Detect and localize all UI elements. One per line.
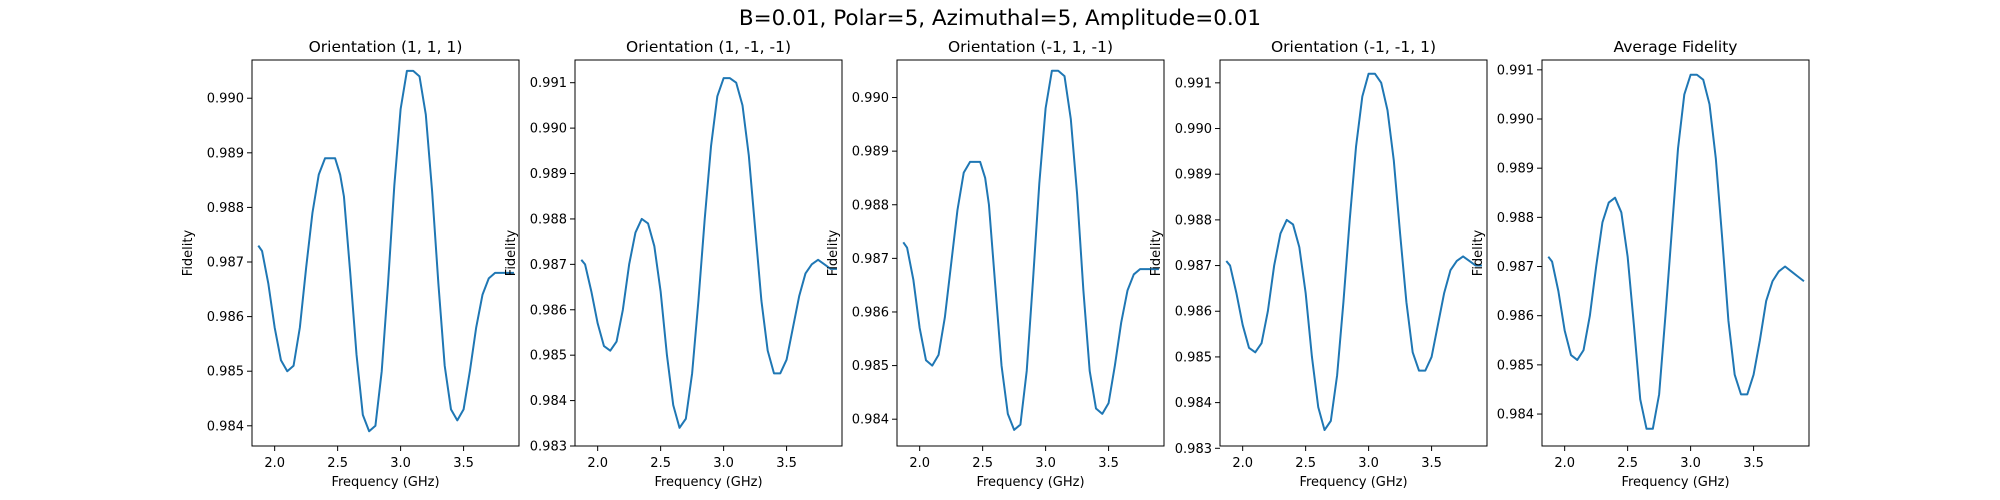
y-tick-label: 0.990 [1175,122,1212,137]
axes-frame [896,59,1165,447]
x-tick-label: 2.0 [909,456,930,471]
y-tick-label: 0.988 [1175,213,1212,228]
x-tick-label: 2.0 [264,456,285,471]
y-tick-label: 0.986 [207,310,244,325]
y-tick-label: 0.985 [1497,358,1534,373]
x-tick-label: 2.0 [1232,456,1253,471]
y-tick-label: 0.985 [852,359,889,374]
x-tick-label: 3.0 [1358,456,1379,471]
x-axis-label: Frequency (GHz) [331,475,439,490]
y-tick-label: 0.986 [1175,305,1212,320]
x-tick-label: 3.5 [776,456,797,471]
y-tick-label: 0.983 [530,440,567,455]
y-tick-label: 0.989 [207,146,244,161]
x-tick-label: 3.5 [453,456,474,471]
x-tick-label: 3.5 [1098,456,1119,471]
axes-frame [251,59,520,447]
y-tick-label: 0.986 [852,305,889,320]
y-tick-label: 0.990 [1497,113,1534,128]
y-tick-label: 0.986 [1497,309,1534,324]
y-axis-label: Fidelity [504,229,519,276]
x-tick-label: 3.0 [713,456,734,471]
series-line [580,77,837,429]
y-tick-label: 0.984 [530,394,567,409]
chart-panel-5: 2.0 2.5 3.0 3.5 0.984 0.985 0.986 0.987 0.988 0.9… [1471,38,1810,490]
series-line [257,69,514,433]
y-tick-label: 0.986 [530,303,567,318]
x-tick-label: 2.5 [972,456,993,471]
x-axis-label: Frequency (GHz) [1621,475,1729,490]
y-tick-label: 0.989 [1497,162,1534,177]
y-tick-label: 0.984 [207,419,244,434]
chart-panel-3: 2.0 2.5 3.0 3.5 0.984 0.985 0.986 0.987 0.988 0.9… [826,38,1165,490]
y-tick-label: 0.984 [1497,408,1534,423]
x-tick-label: 3.0 [1680,456,1701,471]
x-tick-label: 3.5 [1743,456,1764,471]
chart-panel-4: 2.0 2.5 3.0 3.5 0.983 0.984 0.985 0.986 0.987 0.9… [1149,38,1488,490]
x-tick-label: 3.0 [390,456,411,471]
y-tick-label: 0.991 [1497,63,1534,78]
axes-frame [574,59,843,447]
x-axis-label: Frequency (GHz) [1299,475,1407,490]
y-tick-label: 0.985 [207,365,244,380]
y-tick-label: 0.988 [1497,211,1534,226]
y-tick-label: 0.985 [1175,350,1212,365]
y-axis-label: Fidelity [826,229,841,276]
y-axis-label: Fidelity [181,229,196,276]
chart-title: Orientation (-1, -1, 1) [1271,38,1436,56]
axes-frame [1541,59,1810,447]
y-tick-label: 0.989 [852,145,889,160]
y-tick-label: 0.987 [852,252,889,267]
x-tick-label: 2.0 [587,456,608,471]
y-tick-label: 0.987 [1175,259,1212,274]
y-axis-label: Fidelity [1149,229,1164,276]
y-tick-label: 0.983 [1175,442,1212,457]
y-tick-label: 0.984 [1175,396,1212,411]
x-axis-label: Frequency (GHz) [976,475,1084,490]
figure-title: B=0.01, Polar=5, Azimuthal=5, Amplitude=… [738,6,1262,31]
axes-frame [1219,59,1488,447]
x-tick-label: 2.5 [1295,456,1316,471]
series-line [1225,72,1482,432]
x-tick-label: 3.5 [1421,456,1442,471]
chart-panel-1: 2.0 2.5 3.0 3.5 0.984 0.985 0.986 0.987 0.988 0.9… [181,38,520,490]
chart-title: Orientation (-1, 1, -1) [948,38,1113,56]
y-tick-label: 0.990 [207,92,244,107]
y-tick-label: 0.985 [530,349,567,364]
series-line [1547,73,1805,430]
chart-title: Orientation (1, -1, -1) [626,38,791,56]
x-tick-label: 2.5 [1617,456,1638,471]
y-tick-label: 0.988 [852,198,889,213]
chart-panel-2: 2.0 2.5 3.0 3.5 0.983 0.984 0.985 0.986 0.987 0.9… [504,38,843,490]
y-tick-label: 0.984 [852,413,889,428]
y-tick-label: 0.987 [1497,260,1534,275]
y-tick-label: 0.990 [852,91,889,106]
x-tick-label: 2.0 [1554,456,1575,471]
y-tick-label: 0.987 [207,256,244,271]
y-tick-label: 0.987 [530,258,567,273]
y-tick-label: 0.988 [207,201,244,216]
y-tick-label: 0.990 [530,122,567,137]
y-tick-label: 0.991 [530,76,567,91]
chart-title: Orientation (1, 1, 1) [309,38,463,56]
x-tick-label: 3.0 [1035,456,1056,471]
series-line [902,69,1159,431]
y-tick-label: 0.991 [1175,76,1212,91]
y-tick-label: 0.988 [530,212,567,227]
y-tick-label: 0.989 [530,167,567,182]
chart-title: Average Fidelity [1614,38,1738,56]
x-tick-label: 2.5 [327,456,348,471]
y-axis-label: Fidelity [1471,229,1486,276]
x-axis-label: Frequency (GHz) [654,475,762,490]
x-tick-label: 2.5 [650,456,671,471]
y-tick-label: 0.989 [1175,168,1212,183]
